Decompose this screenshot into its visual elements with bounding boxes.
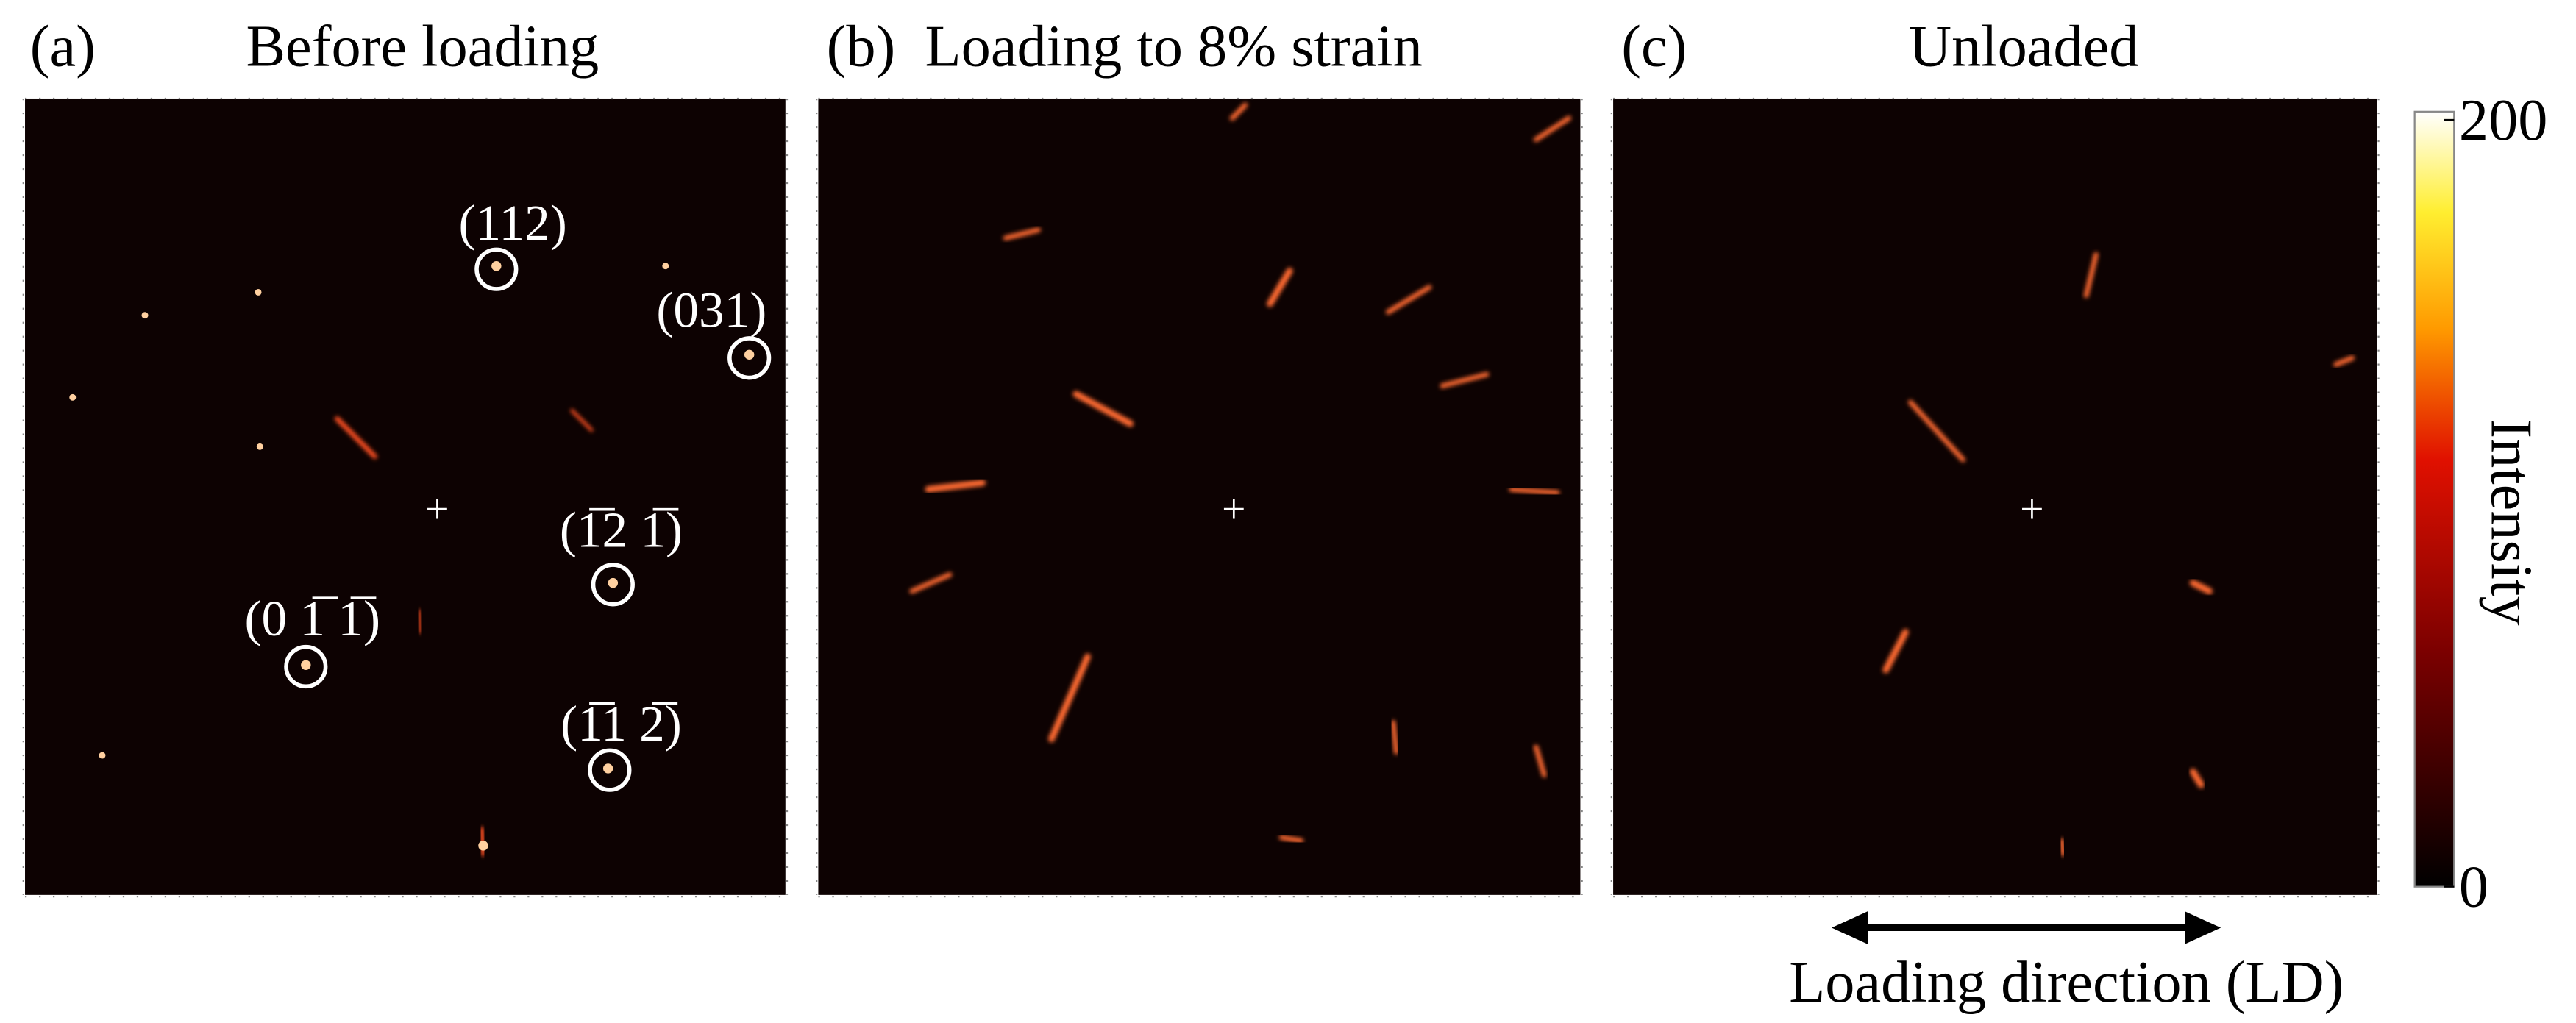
- pattern-a: (112) (031) (1̅2 1̅) (0 1̅ 1̅) (1̅1 2̅): [22, 97, 789, 898]
- spot-label: (1̅1 2̅): [561, 695, 682, 752]
- spot-label: (0 1̅ 1̅): [244, 590, 380, 646]
- pattern-c: [1610, 97, 2380, 898]
- panel-title: Loading to 8% strain: [925, 13, 1423, 79]
- loading-direction: Loading direction (LD): [1789, 911, 2344, 1015]
- colorbar-label: Intensity: [2479, 418, 2544, 625]
- spot-label: (112): [458, 194, 566, 251]
- panel-title: Before loading: [246, 13, 599, 79]
- spot-label: (031): [656, 281, 766, 338]
- panel-title: Unloaded: [1909, 13, 2138, 79]
- spot-label: (1̅2 1̅): [560, 502, 683, 558]
- annotation: Loading direction (LD): [1789, 949, 2344, 1015]
- colorbar-tick-label: 200: [2459, 88, 2548, 153]
- panel-label: (c): [1621, 13, 1687, 79]
- colorbar-tick-label: 0: [2459, 854, 2488, 919]
- panel-label: (a): [30, 13, 96, 79]
- pattern-b: [816, 97, 1583, 898]
- colorbar: Intensity: [2413, 110, 2544, 888]
- panel-label: (b): [827, 13, 896, 79]
